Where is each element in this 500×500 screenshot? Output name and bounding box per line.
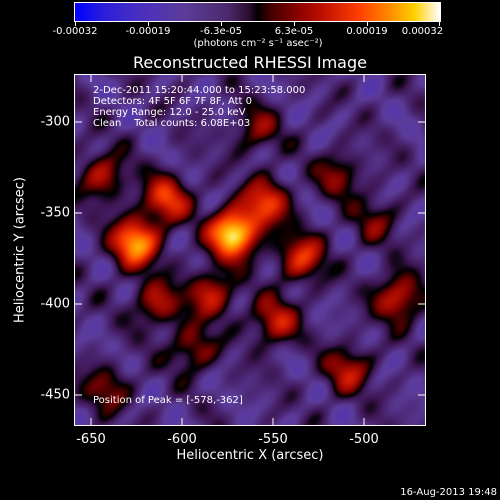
colorbar-tick [367, 21, 368, 26]
colorbar-unit: (photons cm⁻² s⁻¹ asec⁻²) [193, 38, 323, 49]
info-detectors: Detectors: 4F 5F 6F 7F 8F, Att 0 [93, 96, 253, 107]
colorbar-label: -6.3e-05 [200, 26, 242, 37]
colorbar-label: 6.3e-05 [274, 26, 314, 37]
peak-position-label: Position of Peak = [-578,-362] [93, 395, 243, 406]
colorbar-label: -0.00019 [125, 26, 171, 37]
y-axis-label: Heliocentric Y (arcsec) [12, 177, 28, 323]
info-time-range: 2-Dec-2011 15:20:44.000 to 15:23:58.000 [93, 85, 306, 96]
colorbar-tick [294, 21, 295, 26]
y-tick-label: -400 [40, 296, 70, 312]
x-axis-label: Heliocentric X (arcsec) [176, 448, 324, 463]
colorbar-tick [148, 21, 149, 26]
colorbar-tick [221, 21, 222, 26]
info-counts: Clean Total counts: 6.08E+03 [93, 118, 251, 129]
timestamp: 16-Aug-2013 19:48 [400, 487, 497, 498]
x-tick-label: -600 [167, 432, 197, 447]
colorbar-label: 0.00019 [346, 26, 388, 37]
colorbar-label: 0.00032 [401, 26, 444, 37]
info-energy-range: Energy Range: 12.0 - 25.0 keV [93, 107, 246, 118]
x-tick-label: -500 [349, 432, 379, 447]
heatmap-image [75, 75, 425, 425]
colorbar-label: -0.00032 [52, 26, 98, 37]
y-tick-label: -300 [40, 114, 70, 130]
plot-area: 2-Dec-2011 15:20:44.000 to 15:23:58.000 … [74, 74, 426, 426]
plot-title: Reconstructed RHESSI Image [133, 53, 367, 72]
y-tick-label: -350 [40, 205, 70, 221]
x-tick-label: -650 [76, 432, 106, 447]
colorbar [74, 2, 441, 22]
info-annotation: 2-Dec-2011 15:20:44.000 to 15:23:58.000 … [93, 85, 305, 129]
colorbar-tick [439, 21, 440, 26]
y-tick-label: -450 [40, 387, 70, 403]
colorbar-tick [75, 21, 76, 26]
x-tick-label: -550 [258, 432, 288, 447]
